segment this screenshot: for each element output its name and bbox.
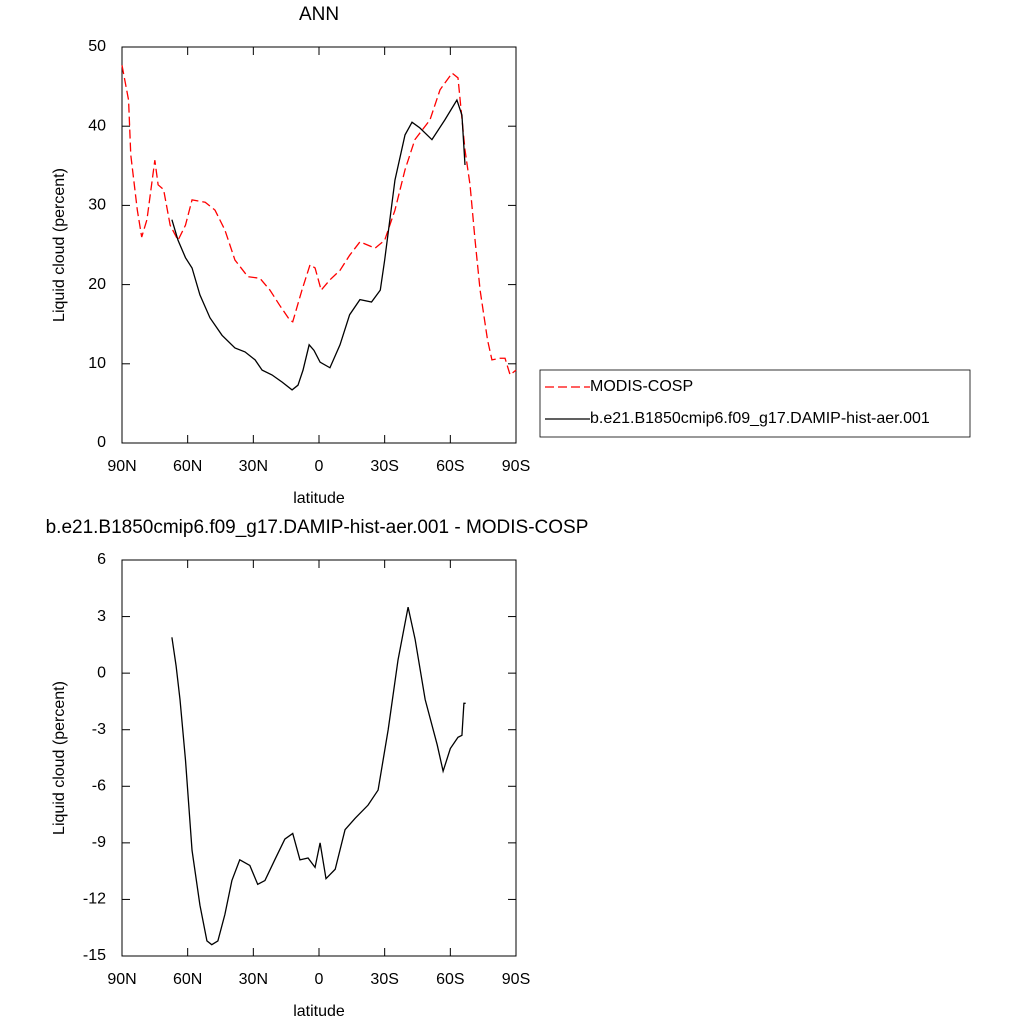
data-line [171, 98, 466, 391]
data-line [171, 607, 466, 946]
y-tick-label: -3 [92, 721, 106, 738]
y-tick-label: -6 [92, 778, 106, 795]
data-line [121, 65, 517, 376]
y-tick-label: 10 [88, 355, 106, 372]
y-tick-label: -12 [83, 891, 106, 908]
x-tick-label: 0 [315, 971, 324, 988]
x-tick-label: 60N [173, 971, 202, 988]
y-axis-label: Liquid cloud (percent) [51, 681, 68, 835]
chart-title: b.e21.B1850cmip6.f09_g17.DAMIP-hist-aer.… [46, 517, 589, 538]
y-axis-label: Liquid cloud (percent) [51, 168, 68, 322]
x-tick-label: 30S [370, 971, 398, 988]
x-tick-label: 30S [370, 458, 398, 475]
x-tick-label: 0 [315, 458, 324, 475]
x-tick-label: 90S [502, 458, 530, 475]
x-axis-label: latitude [293, 490, 345, 507]
legend-box [539, 369, 971, 438]
y-tick-label: 6 [97, 551, 106, 568]
plot-frame [121, 559, 517, 957]
y-tick-label: -9 [92, 834, 106, 851]
legend-label: MODIS-COSP [590, 378, 693, 395]
y-tick-label: 40 [88, 117, 106, 134]
y-tick-label: -15 [83, 947, 106, 964]
x-tick-label: 90N [107, 971, 136, 988]
y-tick-label: 50 [88, 38, 106, 55]
legend-label: b.e21.B1850cmip6.f09_g17.DAMIP-hist-aer.… [590, 410, 930, 427]
y-tick-label: 30 [88, 197, 106, 214]
x-tick-label: 60N [173, 458, 202, 475]
y-tick-label: 0 [97, 434, 106, 451]
plot-frame [121, 46, 517, 444]
x-tick-label: 60S [436, 458, 464, 475]
x-tick-label: 90S [502, 971, 530, 988]
y-tick-label: 20 [88, 276, 106, 293]
chart-title: ANN [299, 4, 339, 25]
x-tick-label: 30N [239, 971, 268, 988]
x-axis-label: latitude [293, 1003, 345, 1020]
y-tick-label: 3 [97, 608, 106, 625]
x-tick-label: 60S [436, 971, 464, 988]
x-tick-label: 90N [107, 458, 136, 475]
y-tick-label: 0 [97, 664, 106, 681]
x-tick-label: 30N [239, 458, 268, 475]
